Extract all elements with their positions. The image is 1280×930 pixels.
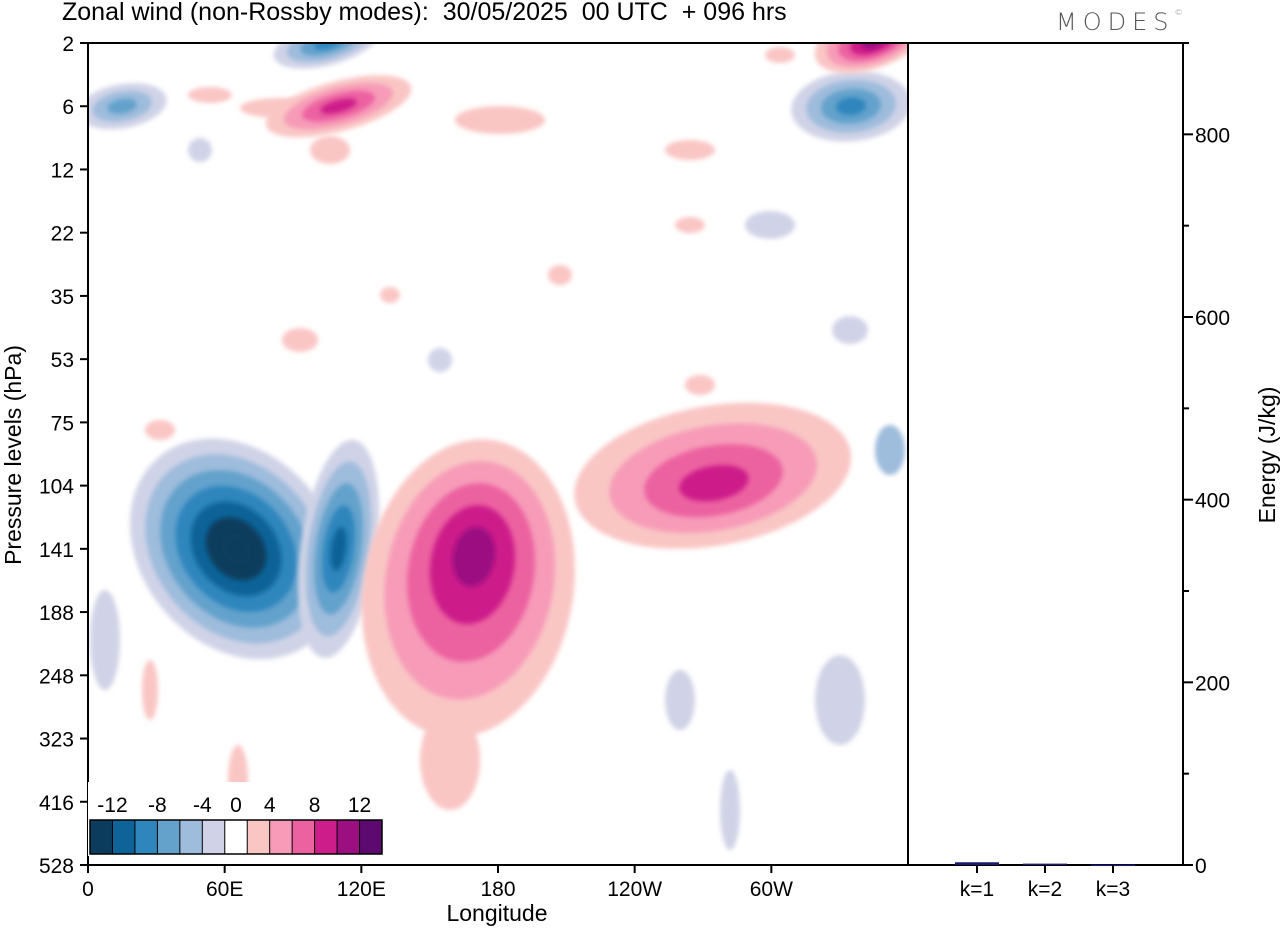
- energy-category-label: k=3: [1096, 878, 1130, 901]
- colorbar-label: 4: [264, 794, 276, 817]
- energy-tick-label: 800: [1195, 124, 1230, 147]
- field-patch: [832, 316, 868, 344]
- field-patch: [675, 217, 705, 233]
- chart-title: Zonal wind (non-Rossby modes): 30/05/202…: [62, 0, 787, 26]
- easterly-contour: [330, 527, 347, 571]
- easterly-contour: [300, 43, 354, 56]
- y-tick-label: 104: [39, 476, 74, 499]
- y-tick-label: 35: [51, 286, 74, 309]
- y-axis: 2 6 12 22 35 53 75 104 141 188 248 323 416 528: [39, 33, 88, 878]
- x-tick-label: 0: [82, 878, 94, 901]
- colorbar-swatch: [314, 820, 338, 854]
- y-axis-title: Pressure levels (hPa): [0, 345, 26, 565]
- easterly-contour: [313, 43, 341, 50]
- field-patch: [455, 106, 545, 134]
- field-patch: [142, 660, 158, 720]
- field-patch: [685, 375, 715, 395]
- easterly-contour: [220, 533, 252, 565]
- colorbar-swatch: [247, 820, 270, 854]
- logo-text: MODES: [1056, 8, 1175, 36]
- colorbar-label: 12: [348, 794, 371, 817]
- y-tick-label: 323: [39, 729, 74, 752]
- y-tick-label: 188: [39, 602, 74, 625]
- energy-tick-label: 200: [1195, 672, 1230, 695]
- energy-bar: [1023, 863, 1067, 866]
- colorbar-swatch: [90, 820, 113, 854]
- y-tick-label: 2: [62, 33, 74, 56]
- field-patch: [90, 590, 120, 690]
- colorbar-swatch: [202, 820, 225, 854]
- field-patch: [145, 420, 175, 440]
- field-patch: [665, 670, 695, 730]
- field-patch: [548, 265, 572, 285]
- x-tick-label: 60W: [750, 878, 793, 901]
- energy-tick-label: 600: [1195, 307, 1230, 330]
- colorbar-label: -8: [148, 794, 167, 817]
- energy-tick-label: 0: [1195, 855, 1207, 878]
- westerly-contour: [862, 43, 885, 50]
- field-patch: [765, 47, 795, 63]
- x-tick-label: 120W: [607, 878, 662, 901]
- easterly-contour: [836, 97, 867, 116]
- energy-bar: [955, 862, 999, 865]
- field-patch: [188, 138, 212, 162]
- field-patch: [815, 655, 865, 745]
- colorbar-swatch: [359, 820, 382, 854]
- colorbar-label: -12: [97, 794, 127, 817]
- energy-bars: k=1 k=2 k=3: [955, 862, 1135, 901]
- colorbar-swatch: [179, 820, 203, 854]
- y-tick-label: 53: [51, 349, 74, 372]
- y-tick-label: 75: [51, 412, 74, 435]
- field-patch: [665, 140, 715, 160]
- energy-tick-label: 400: [1195, 490, 1230, 513]
- colorbar-swatch: [157, 820, 180, 854]
- colorbar-swatch: [112, 820, 135, 854]
- field-patch: [380, 287, 400, 303]
- y-tick-label: 22: [51, 223, 74, 246]
- x-tick-label: 180: [480, 878, 515, 901]
- x-axis: 0 60E 120E 180 120W 60W: [82, 865, 793, 901]
- energy-category-label: k=2: [1028, 878, 1062, 901]
- colorbar-swatch: [269, 820, 293, 854]
- energy-axis-title: Energy (J/kg): [1254, 387, 1280, 524]
- colorbar-swatch: [292, 820, 315, 854]
- westerly-contour: [452, 526, 496, 587]
- colorbar: -12 -8 -4 0 4 8 12: [88, 782, 384, 856]
- y-tick-label: 12: [51, 159, 74, 182]
- field-patch: [282, 328, 318, 352]
- field-patch: [745, 211, 795, 239]
- westerly-contour: [679, 464, 749, 502]
- westerly-contour: [850, 43, 897, 56]
- x-tick-label: 60E: [206, 878, 243, 901]
- y-tick-label: 528: [39, 855, 74, 878]
- y-tick-label: 6: [62, 96, 74, 119]
- energy-category-label: k=1: [960, 878, 994, 901]
- energy-axis: 0 200 400 600 800: [1183, 42, 1230, 878]
- colorbar-swatch: [224, 820, 248, 854]
- colorbar-label: 0: [230, 794, 242, 817]
- energy-panel-frame: [907, 42, 1184, 866]
- x-tick-label: 120E: [337, 878, 386, 901]
- x-axis-title: Longitude: [446, 900, 547, 926]
- colorbar-swatch: [134, 820, 158, 854]
- westerly-contour: [320, 98, 357, 114]
- field-patch: [428, 348, 452, 372]
- colorbar-swatch: [337, 820, 360, 854]
- field-patch: [720, 770, 740, 850]
- field-patch: [188, 87, 232, 103]
- modes-logo: MODES©: [1056, 8, 1183, 36]
- heatmap-field: [88, 43, 908, 850]
- colorbar-label: -4: [193, 794, 212, 817]
- colorbar-label: 8: [309, 794, 321, 817]
- field-patch: [310, 136, 350, 164]
- y-tick-label: 248: [39, 665, 74, 688]
- field-patch: [875, 425, 905, 475]
- y-tick-label: 141: [39, 539, 74, 562]
- colorbar-frame: [89, 819, 383, 855]
- y-tick-label: 416: [39, 792, 74, 815]
- easterly-contour: [107, 98, 137, 114]
